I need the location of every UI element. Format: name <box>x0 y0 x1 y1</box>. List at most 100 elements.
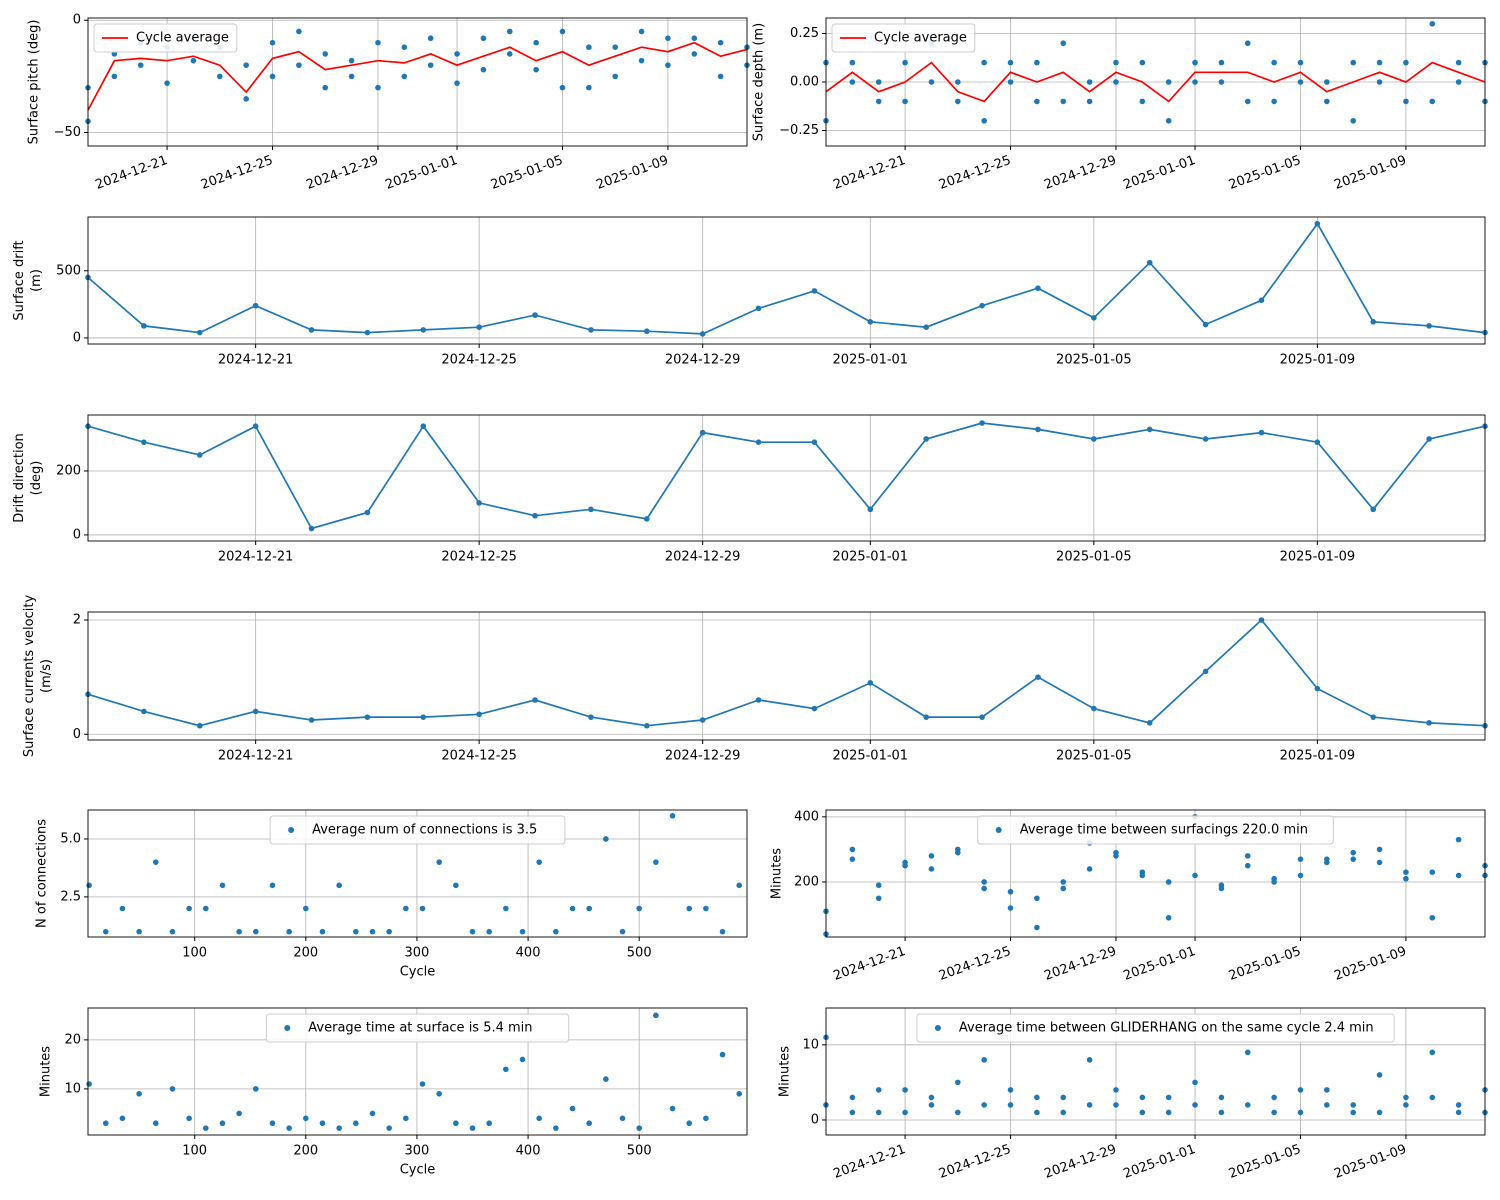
x-tick-label: 2025-01-01 <box>1121 153 1197 193</box>
point <box>152 1120 159 1127</box>
point <box>532 697 538 703</box>
point <box>1139 59 1146 66</box>
point <box>453 882 459 889</box>
point <box>1350 59 1356 66</box>
y-axis-label: Surface pitch (deg) <box>27 20 42 145</box>
legend-box <box>831 23 976 53</box>
x-tick-label: 2025-01-09 <box>1332 153 1408 193</box>
legend-label: Average time between surfacings 220.0 mi… <box>1020 823 1308 838</box>
point <box>1139 1094 1146 1101</box>
point <box>1060 885 1067 892</box>
y-tick-label: 0 <box>73 727 81 742</box>
point <box>1403 1102 1409 1108</box>
point <box>1429 1049 1436 1056</box>
point <box>553 1125 559 1131</box>
point <box>1034 1109 1040 1116</box>
point <box>164 80 170 86</box>
x-tick-label: 2025-01-09 <box>1280 550 1356 565</box>
y-tick-label: 0.00 <box>790 75 819 90</box>
x-tick-label: 2025-01-01 <box>833 749 909 764</box>
point <box>811 705 818 712</box>
point <box>386 1125 392 1131</box>
point <box>353 1120 359 1127</box>
y-axis-label: (m/s) <box>39 659 54 693</box>
y-axis-label: N of connections <box>35 819 50 928</box>
point <box>981 1102 987 1108</box>
point <box>86 1081 92 1087</box>
point <box>1297 872 1304 879</box>
point <box>196 452 203 458</box>
point <box>217 73 223 80</box>
point <box>875 98 882 105</box>
point <box>1376 1109 1383 1116</box>
point <box>867 506 874 513</box>
point <box>322 51 329 57</box>
point <box>427 62 434 68</box>
y-tick-label: 2 <box>73 613 81 628</box>
legend-box <box>916 1013 1395 1043</box>
point <box>979 714 985 720</box>
legend: Average time between surfacings 220.0 mi… <box>977 815 1334 845</box>
point <box>403 905 409 912</box>
point <box>955 98 961 105</box>
point <box>636 1125 643 1131</box>
point <box>923 324 929 331</box>
plot-frame <box>87 17 748 147</box>
point <box>1218 885 1225 892</box>
point <box>1429 98 1436 105</box>
x-tick-label: 2025-01-09 <box>1280 749 1356 764</box>
point <box>1403 59 1409 66</box>
point <box>419 1081 426 1087</box>
point <box>875 79 882 85</box>
point <box>569 1105 576 1112</box>
point <box>308 717 315 723</box>
point <box>875 895 882 902</box>
point <box>1314 685 1321 692</box>
point <box>1139 98 1146 105</box>
point <box>619 928 626 935</box>
point <box>1350 849 1356 856</box>
point <box>196 722 203 729</box>
point <box>1218 1094 1225 1101</box>
point <box>253 928 259 935</box>
point <box>190 57 197 64</box>
y-tick-label: 200 <box>56 463 81 478</box>
point <box>401 44 408 50</box>
point <box>669 812 676 819</box>
x-tick-label: 2024-12-21 <box>218 353 294 368</box>
point <box>1091 314 1097 321</box>
point <box>603 1076 609 1082</box>
point <box>269 39 276 46</box>
point <box>532 312 538 318</box>
y-tick-label: 400 <box>794 809 819 824</box>
y-axis-label: Surface currents velocity <box>22 595 37 758</box>
point <box>1007 79 1014 85</box>
point <box>1244 1049 1251 1056</box>
point <box>981 117 987 124</box>
point <box>586 44 592 50</box>
legend-label: Average time between GLIDERHANG on the s… <box>959 1021 1374 1036</box>
point <box>253 1086 259 1092</box>
point <box>875 1087 882 1093</box>
point <box>559 28 566 35</box>
point <box>1192 1079 1198 1086</box>
point <box>979 420 985 426</box>
point <box>1146 426 1153 433</box>
point <box>1060 1094 1067 1101</box>
y-tick-label: 200 <box>794 874 819 889</box>
point <box>303 1115 309 1122</box>
point <box>296 28 302 35</box>
legend-label: Average num of connections is 3.5 <box>312 823 537 838</box>
point <box>1297 59 1304 66</box>
x-tick-label: 2024-12-25 <box>937 1142 1013 1182</box>
point <box>1007 905 1014 911</box>
point <box>553 928 559 935</box>
point <box>902 1109 908 1116</box>
point <box>1034 895 1040 902</box>
point <box>308 525 315 532</box>
point <box>902 862 908 869</box>
point <box>849 846 856 853</box>
point <box>1244 98 1251 105</box>
point <box>196 329 203 336</box>
